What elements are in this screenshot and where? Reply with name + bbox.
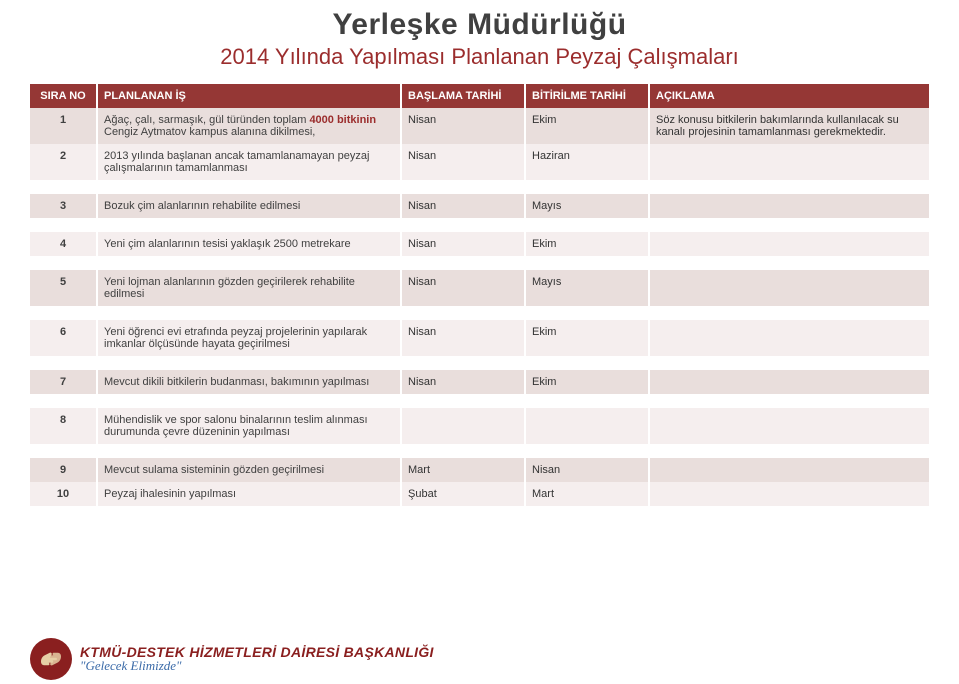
cell-end: Nisan	[525, 451, 649, 482]
cell-end: Ekim	[525, 363, 649, 401]
cell-plan: Yeni lojman alanlarının gözden geçiriler…	[97, 263, 401, 313]
cell-start: Mart	[401, 451, 525, 482]
cell-plan: Bozuk çim alanlarının rehabilite edilmes…	[97, 187, 401, 225]
cell-note	[649, 401, 929, 451]
col-header-no: SIRA NO	[30, 84, 97, 108]
table-row: 7Mevcut dikili bitkilerin budanması, bak…	[30, 363, 929, 401]
page-title: Yerleşke Müdürlüğü	[30, 8, 929, 42]
cell-note	[649, 313, 929, 363]
table-row: 22013 yılında başlanan ancak tamamlanama…	[30, 144, 929, 187]
hands-icon	[36, 644, 66, 674]
cell-note	[649, 187, 929, 225]
cell-note	[649, 363, 929, 401]
cell-no: 9	[30, 451, 97, 482]
cell-no: 10	[30, 482, 97, 506]
col-header-plan: PLANLANAN İŞ	[97, 84, 401, 108]
cell-plan: Yeni öğrenci evi etrafında peyzaj projel…	[97, 313, 401, 363]
cell-no: 7	[30, 363, 97, 401]
cell-no: 2	[30, 144, 97, 187]
cell-end	[525, 401, 649, 451]
cell-end: Ekim	[525, 313, 649, 363]
table-row: 8Mühendislik ve spor salonu binalarının …	[30, 401, 929, 451]
table-row: 3Bozuk çim alanlarının rehabilite edilme…	[30, 187, 929, 225]
cell-end: Mayıs	[525, 263, 649, 313]
cell-plan: Mühendislik ve spor salonu binalarının t…	[97, 401, 401, 451]
table-row: 5Yeni lojman alanlarının gözden geçirile…	[30, 263, 929, 313]
table-row: 9Mevcut sulama sisteminin gözden geçiril…	[30, 451, 929, 482]
cell-start: Nisan	[401, 313, 525, 363]
cell-plan: Mevcut sulama sisteminin gözden geçirilm…	[97, 451, 401, 482]
cell-plan: Yeni çim alanlarının tesisi yaklaşık 250…	[97, 225, 401, 263]
cell-start: Nisan	[401, 108, 525, 144]
cell-start: Nisan	[401, 363, 525, 401]
cell-plan: 2013 yılında başlanan ancak tamamlanamay…	[97, 144, 401, 187]
cell-start: Nisan	[401, 144, 525, 187]
cell-start: Nisan	[401, 187, 525, 225]
cell-no: 3	[30, 187, 97, 225]
col-header-note: AÇIKLAMA	[649, 84, 929, 108]
col-header-start: BAŞLAMA TARİHİ	[401, 84, 525, 108]
cell-no: 1	[30, 108, 97, 144]
cell-plan: Mevcut dikili bitkilerin budanması, bakı…	[97, 363, 401, 401]
cell-note	[649, 482, 929, 506]
cell-no: 4	[30, 225, 97, 263]
col-header-end: BİTİRİLME TARİHİ	[525, 84, 649, 108]
cell-start	[401, 401, 525, 451]
cell-no: 5	[30, 263, 97, 313]
table-header-row: SIRA NO PLANLANAN İŞ BAŞLAMA TARİHİ BİTİ…	[30, 84, 929, 108]
table-row: 10Peyzaj ihalesinin yapılmasıŞubatMart	[30, 482, 929, 506]
plan-table: SIRA NO PLANLANAN İŞ BAŞLAMA TARİHİ BİTİ…	[30, 84, 929, 506]
cell-end: Mart	[525, 482, 649, 506]
cell-no: 8	[30, 401, 97, 451]
plan-highlight: 4000 bitkinin	[309, 114, 376, 126]
footer-motto: "Gelecek Elimizde"	[80, 658, 434, 674]
cell-note: Söz konusu bitkilerin bakımlarında kulla…	[649, 108, 929, 144]
cell-start: Nisan	[401, 263, 525, 313]
table-row: 6Yeni öğrenci evi etrafında peyzaj proje…	[30, 313, 929, 363]
cell-note	[649, 263, 929, 313]
cell-end: Ekim	[525, 108, 649, 144]
cell-note	[649, 144, 929, 187]
cell-end: Ekim	[525, 225, 649, 263]
cell-no: 6	[30, 313, 97, 363]
cell-start: Nisan	[401, 225, 525, 263]
table-row: 4Yeni çim alanlarının tesisi yaklaşık 25…	[30, 225, 929, 263]
page-subtitle: 2014 Yılında Yapılması Planlanan Peyzaj …	[30, 44, 929, 70]
footer: KTMÜ-DESTEK HİZMETLERİ DAİRESİ BAŞKANLIĞ…	[30, 638, 434, 680]
cell-note	[649, 451, 929, 482]
cell-end: Haziran	[525, 144, 649, 187]
table-row: 1Ağaç, çalı, sarmaşık, gül türünden topl…	[30, 108, 929, 144]
cell-note	[649, 225, 929, 263]
cell-start: Şubat	[401, 482, 525, 506]
cell-end: Mayıs	[525, 187, 649, 225]
cell-plan: Peyzaj ihalesinin yapılması	[97, 482, 401, 506]
footer-logo	[30, 638, 72, 680]
cell-plan: Ağaç, çalı, sarmaşık, gül türünden topla…	[97, 108, 401, 144]
